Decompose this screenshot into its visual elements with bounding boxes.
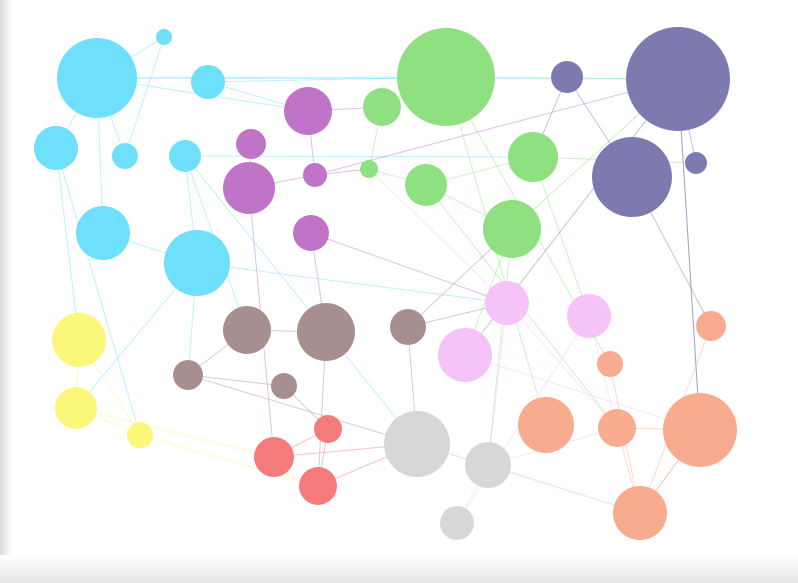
node-red-r2[interactable] <box>314 415 342 443</box>
node-salmon-s5[interactable] <box>663 393 737 467</box>
node-navy-n1[interactable] <box>551 61 583 93</box>
edge-n2-s7 <box>677 78 701 431</box>
node-cyan-c4[interactable] <box>34 126 78 170</box>
node-green-g6[interactable] <box>483 200 541 258</box>
node-salmon-s2[interactable] <box>597 351 623 377</box>
node-purple-p4[interactable] <box>303 163 327 187</box>
node-cyan-c5[interactable] <box>112 143 138 169</box>
node-gray-a2[interactable] <box>465 442 511 488</box>
edge-c8-k1 <box>196 262 508 304</box>
edge-g6-a2 <box>487 228 513 466</box>
edge-c4-y3 <box>55 147 141 436</box>
nodes-layer[interactable] <box>34 27 737 540</box>
frame-shadow-bottom <box>0 555 798 583</box>
node-yellow-y1[interactable] <box>52 313 106 367</box>
node-navy-n2[interactable] <box>626 27 730 131</box>
frame-shadow-left <box>0 0 12 583</box>
edge-n2-s5 <box>677 78 701 431</box>
node-red-r1[interactable] <box>254 437 294 477</box>
edge-y3-r3 <box>139 434 319 487</box>
edge-p4-n2 <box>314 78 679 176</box>
node-gray-a3[interactable] <box>440 506 474 540</box>
node-cyan-c8[interactable] <box>164 230 230 296</box>
node-cyan-c3[interactable] <box>191 65 225 99</box>
edge-c2-c5 <box>124 36 165 157</box>
node-cyan-c1[interactable] <box>57 38 137 118</box>
edge-y2-r1 <box>75 407 275 458</box>
node-green-g2[interactable] <box>363 88 401 126</box>
node-yellow-y3[interactable] <box>127 422 153 448</box>
node-brown-b5[interactable] <box>390 309 426 345</box>
node-purple-p5[interactable] <box>293 215 329 251</box>
node-cyan-c2[interactable] <box>156 29 172 45</box>
edge-c6-g3 <box>184 155 534 158</box>
node-salmon-s4[interactable] <box>598 409 636 447</box>
node-brown-b3[interactable] <box>173 360 203 390</box>
node-purple-p1[interactable] <box>284 87 332 135</box>
node-green-g1[interactable] <box>397 28 495 126</box>
node-salmon-s3[interactable] <box>518 397 574 453</box>
node-yellow-y2[interactable] <box>55 387 97 429</box>
node-pink-k3[interactable] <box>438 328 492 382</box>
node-red-r3[interactable] <box>299 467 337 505</box>
node-salmon-s6[interactable] <box>613 486 667 540</box>
node-pink-k1[interactable] <box>485 281 529 325</box>
node-brown-b2[interactable] <box>297 303 355 361</box>
edge-k3-s5 <box>464 354 701 431</box>
node-navy-n4[interactable] <box>685 152 707 174</box>
edge-b4-b3 <box>187 374 285 387</box>
edge-c4-y1 <box>55 147 80 341</box>
node-gray-a1[interactable] <box>384 411 450 477</box>
edge-g3-k2 <box>532 156 590 317</box>
node-salmon-s1[interactable] <box>696 311 726 341</box>
node-pink-k2[interactable] <box>567 294 611 338</box>
node-green-g5[interactable] <box>405 164 447 206</box>
node-green-g3[interactable] <box>508 132 558 182</box>
node-green-g4[interactable] <box>360 160 378 178</box>
edge-p5-k1 <box>310 232 508 304</box>
node-cyan-c7[interactable] <box>76 206 130 260</box>
edge-k1-g4 <box>368 168 508 304</box>
edge-k1-a2 <box>487 302 508 466</box>
node-brown-b1[interactable] <box>223 306 271 354</box>
edge-c1-g1 <box>96 76 447 79</box>
edge-c6-a1 <box>184 155 418 445</box>
edge-b3-a1 <box>187 374 418 445</box>
node-brown-b4[interactable] <box>271 373 297 399</box>
node-purple-p3[interactable] <box>223 162 275 214</box>
node-cyan-c6[interactable] <box>169 140 201 172</box>
node-navy-n3[interactable] <box>592 137 672 217</box>
node-purple-p2[interactable] <box>236 129 266 159</box>
edge-a1-s6 <box>416 443 641 514</box>
edge-k1-s4 <box>506 302 618 429</box>
